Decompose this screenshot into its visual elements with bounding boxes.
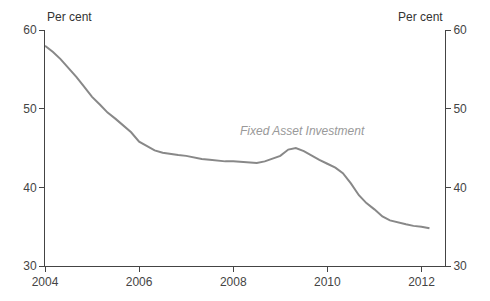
svg-text:40: 40 — [453, 181, 467, 195]
svg-text:60: 60 — [23, 23, 37, 37]
svg-text:Fixed Asset Investment: Fixed Asset Investment — [240, 124, 365, 138]
svg-text:30: 30 — [453, 259, 467, 273]
svg-text:2008: 2008 — [220, 275, 247, 289]
svg-text:2010: 2010 — [314, 275, 341, 289]
svg-text:2012: 2012 — [408, 275, 435, 289]
svg-text:50: 50 — [453, 102, 467, 116]
svg-text:Per cent: Per cent — [398, 10, 443, 24]
svg-text:50: 50 — [23, 102, 37, 116]
svg-text:30: 30 — [23, 259, 37, 273]
svg-text:Per cent: Per cent — [47, 10, 92, 24]
svg-text:40: 40 — [23, 181, 37, 195]
svg-text:60: 60 — [453, 23, 467, 37]
svg-text:2006: 2006 — [126, 275, 153, 289]
svg-text:2004: 2004 — [32, 275, 59, 289]
